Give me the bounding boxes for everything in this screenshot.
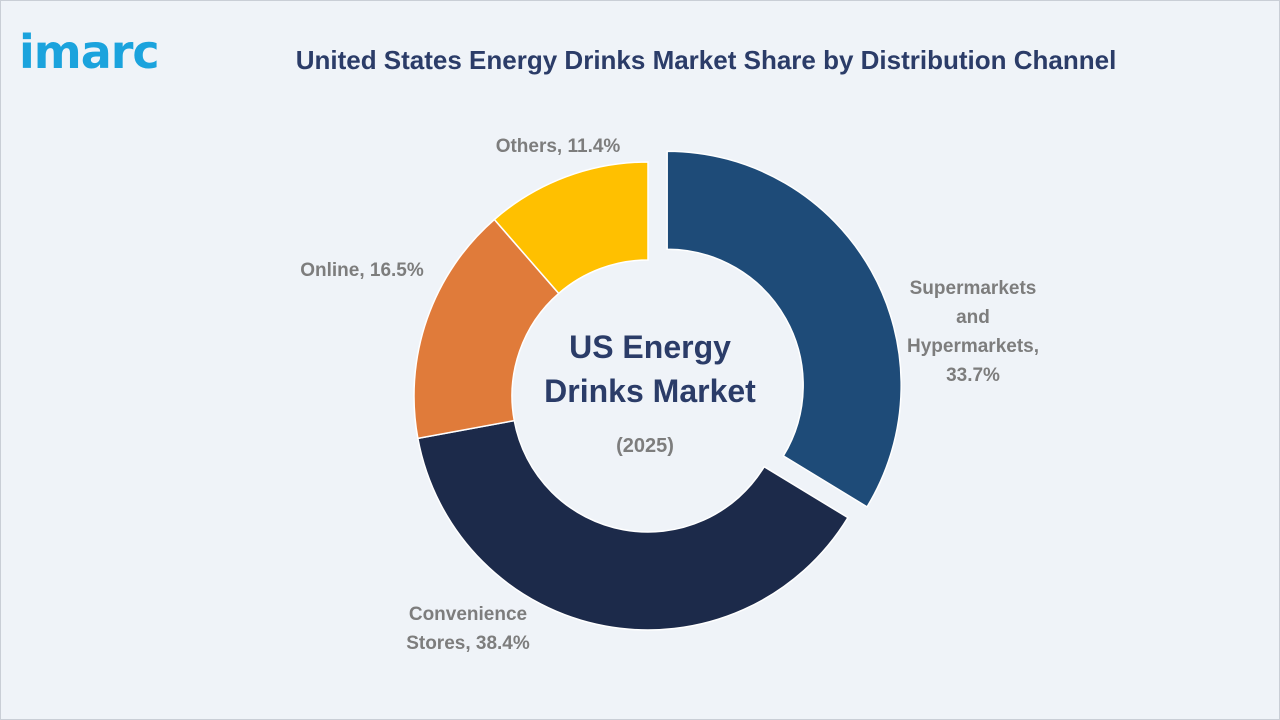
- slice-label-online: Online, 16.5%: [300, 260, 424, 281]
- slice-label-convenience-stores: Convenience Stores, 38.4%: [406, 604, 530, 654]
- slice-label-others: Others, 11.4%: [496, 136, 621, 157]
- slice-supermarkets-and-hypermarkets: [666, 150, 902, 508]
- chart-title: United States Energy Drinks Market Share…: [295, 45, 1117, 75]
- slice-others: [493, 161, 649, 295]
- slice-convenience-stores: [416, 419, 849, 631]
- slice-label-supermarkets-and-hypermarkets: Supermarkets and Hypermarkets, 33.7%: [907, 278, 1039, 386]
- center-title-line2: Drinks Market: [544, 373, 756, 409]
- center-year: (2025): [616, 435, 674, 457]
- imarc-logo: imarc: [19, 25, 160, 79]
- center-title-line1: US Energy: [569, 329, 731, 365]
- slice-online: [413, 218, 560, 440]
